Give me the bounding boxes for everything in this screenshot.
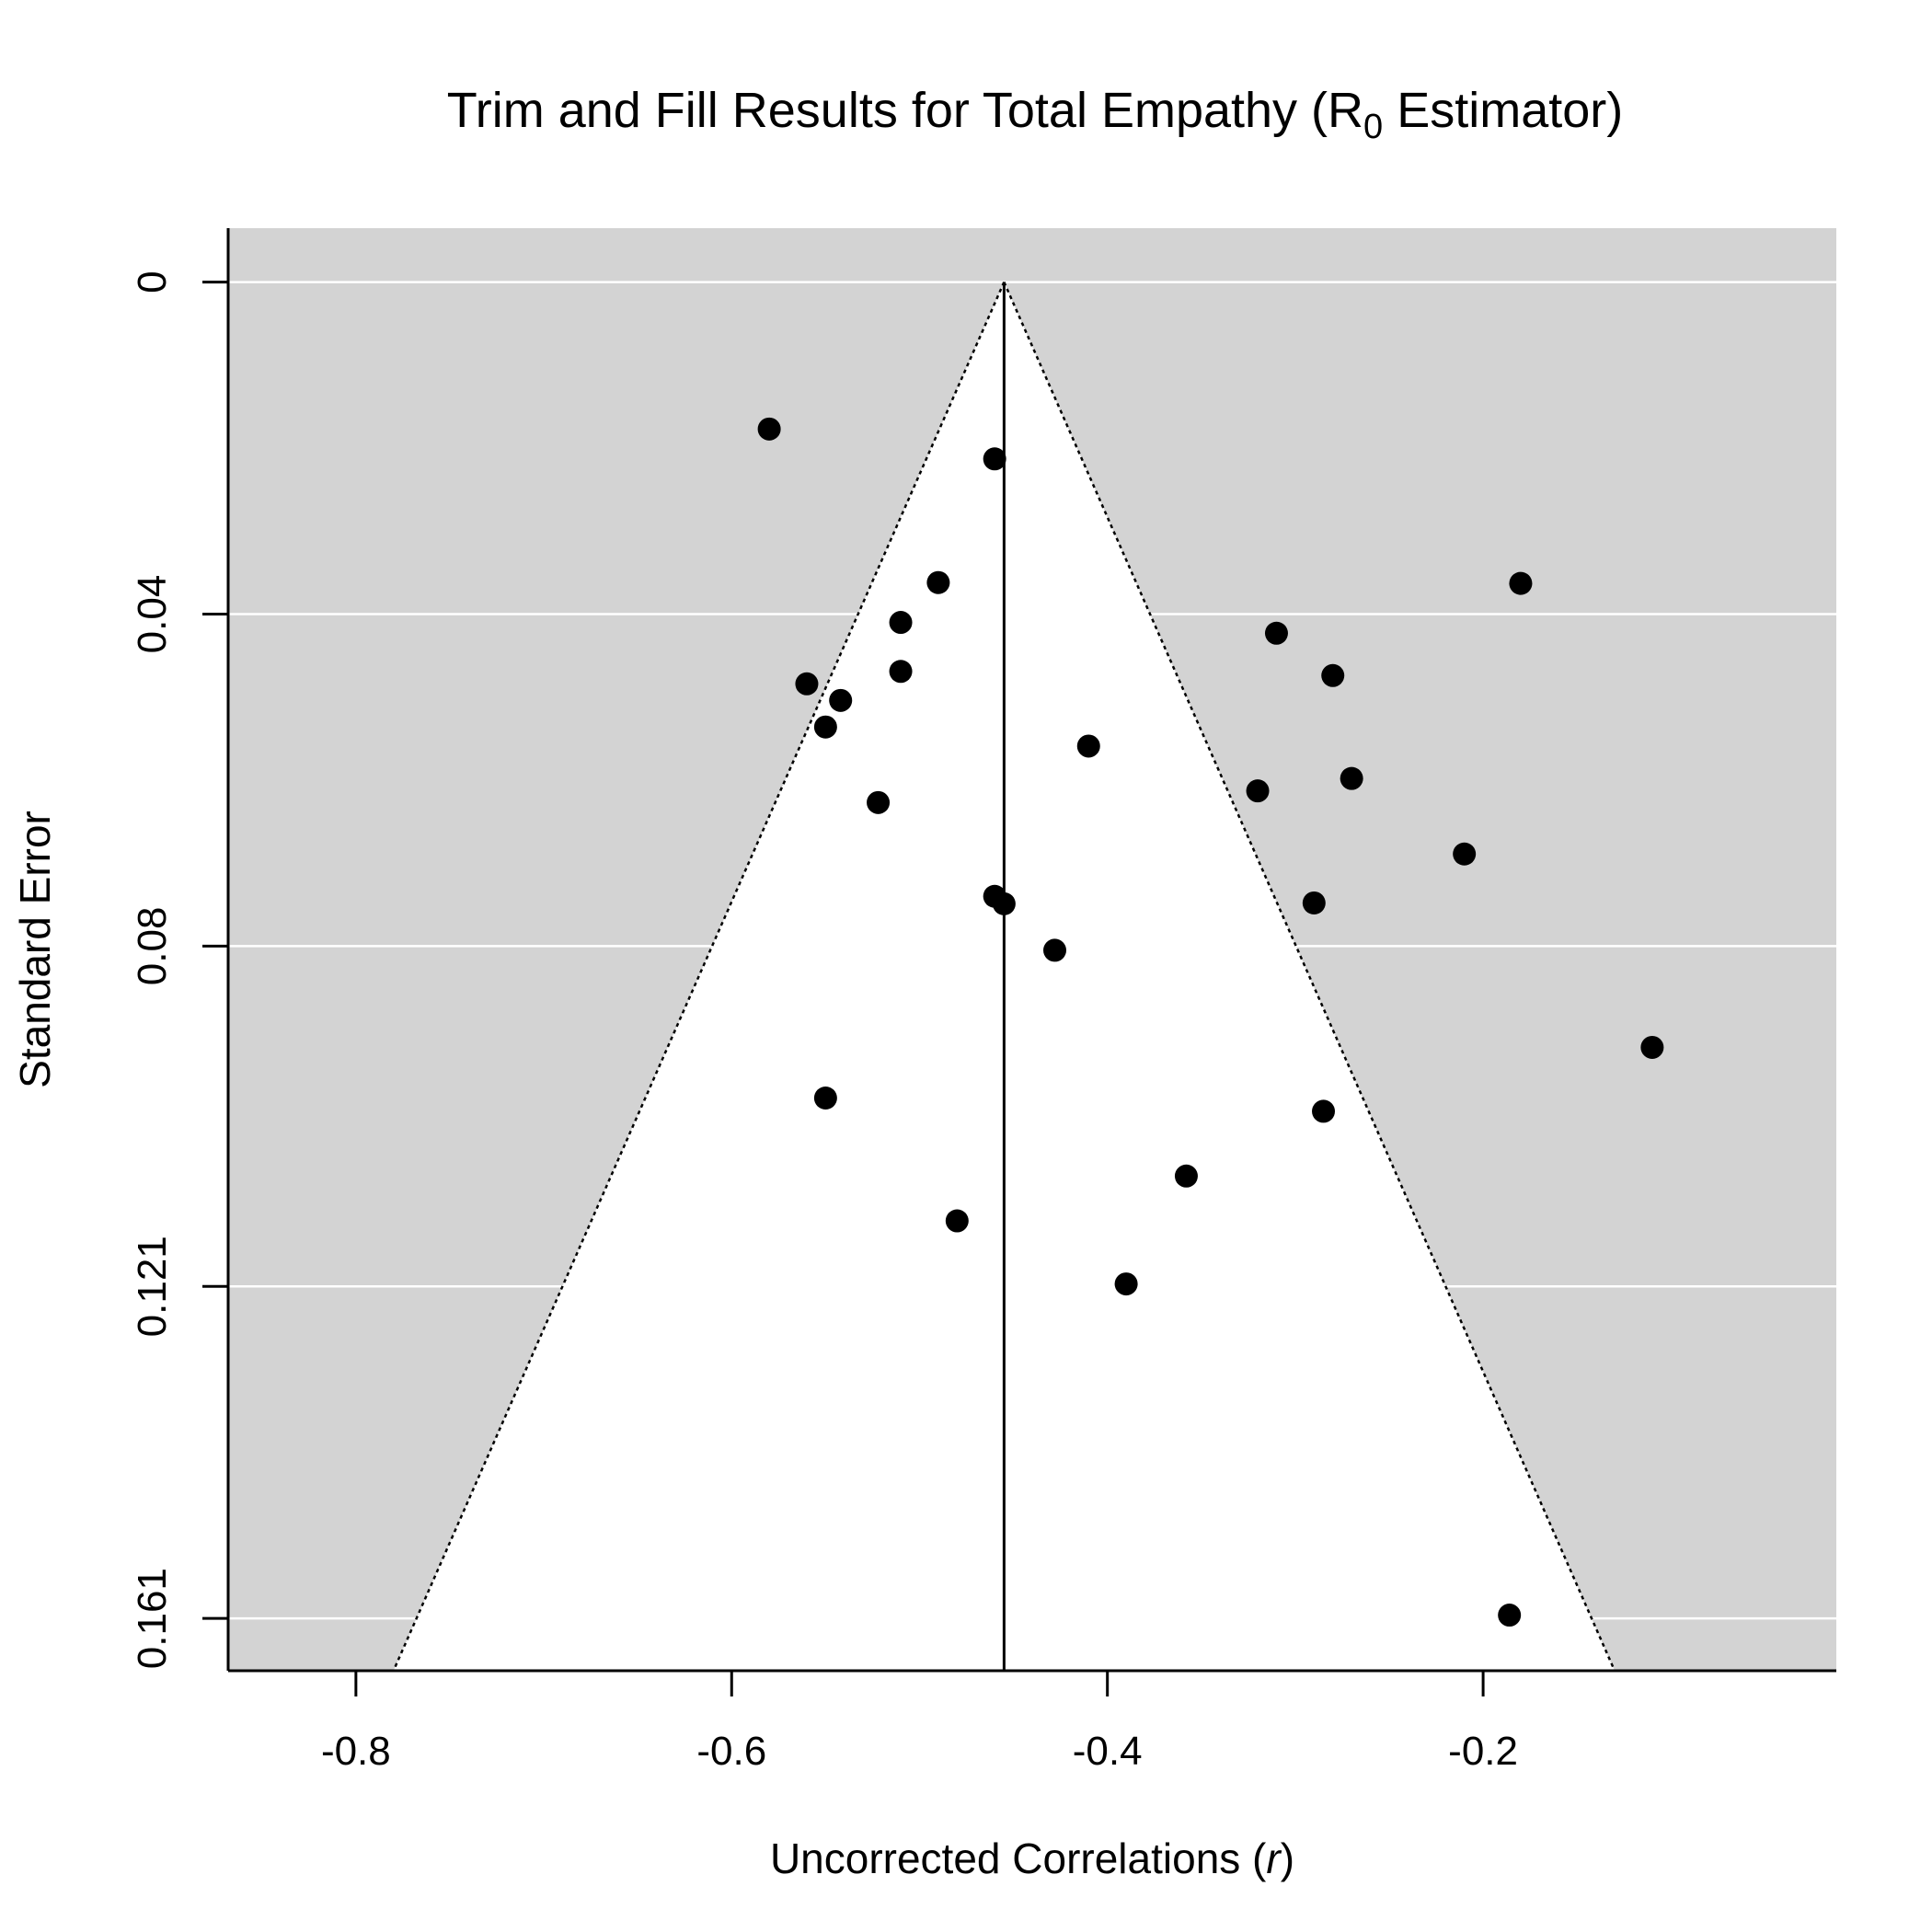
data-point-3 (889, 611, 913, 635)
y-axis-label: Standard Error (11, 811, 59, 1088)
x-axis-ticks: -0.8 -0.6 -0.4 -0.2 (321, 1671, 1518, 1774)
data-point-16 (1174, 1164, 1198, 1188)
data-point-26 (1498, 1604, 1522, 1627)
data-point-17 (1312, 1099, 1336, 1123)
data-point-12 (1043, 938, 1067, 962)
x-axis-label-italic: r (1266, 1834, 1282, 1882)
chart-title-suffix: Estimator) (1383, 83, 1623, 138)
y-tick-label-0: 0 (130, 270, 175, 293)
chart-title: Trim and Fill Results for Total Empathy … (447, 83, 1623, 146)
data-point-9 (867, 790, 891, 814)
data-point-2 (926, 570, 950, 594)
x-tick-label-3: -0.2 (1448, 1729, 1518, 1774)
data-point-20 (1246, 779, 1270, 803)
data-point-22 (1302, 891, 1326, 914)
data-point-7 (813, 715, 837, 739)
data-point-13 (813, 1086, 837, 1110)
y-tick-label-2: 0.08 (130, 907, 175, 986)
data-point-1 (983, 447, 1006, 471)
funnel-left-limit (392, 282, 1006, 1672)
data-point-0 (757, 417, 781, 441)
x-axis-label-main: Uncorrected Correlations ( (770, 1834, 1267, 1882)
data-point-25 (1640, 1035, 1664, 1059)
data-point-8 (1076, 734, 1100, 758)
y-tick-label-4: 0.161 (130, 1568, 175, 1669)
x-tick-label-1: -0.6 (696, 1729, 766, 1774)
data-point-21 (1340, 766, 1363, 790)
y-axis-ticks: 0 0.04 0.08 0.121 0.161 (130, 270, 228, 1669)
data-points (757, 417, 1664, 1627)
y-tick-label-3: 0.121 (130, 1236, 175, 1337)
x-axis-label-suffix: ) (1281, 1834, 1294, 1882)
x-tick-label-2: -0.4 (1073, 1729, 1143, 1774)
funnel-right-limit (1003, 282, 1616, 1672)
data-point-23 (1509, 571, 1533, 595)
x-axis-label: Uncorrected Correlations (r) (770, 1834, 1294, 1882)
y-tick-label-1: 0.04 (130, 575, 175, 654)
x-tick-label-0: -0.8 (321, 1729, 391, 1774)
data-point-24 (1453, 842, 1477, 866)
data-point-15 (1114, 1272, 1138, 1296)
data-point-4 (889, 660, 913, 684)
chart-title-subscript: 0 (1363, 108, 1383, 146)
data-point-11 (992, 891, 1016, 915)
data-point-5 (795, 672, 819, 696)
data-point-19 (1321, 663, 1345, 687)
data-point-6 (829, 688, 853, 712)
data-point-18 (1264, 621, 1288, 645)
data-point-14 (945, 1209, 969, 1233)
chart-title-main: Trim and Fill Results for Total Empathy … (447, 83, 1363, 138)
